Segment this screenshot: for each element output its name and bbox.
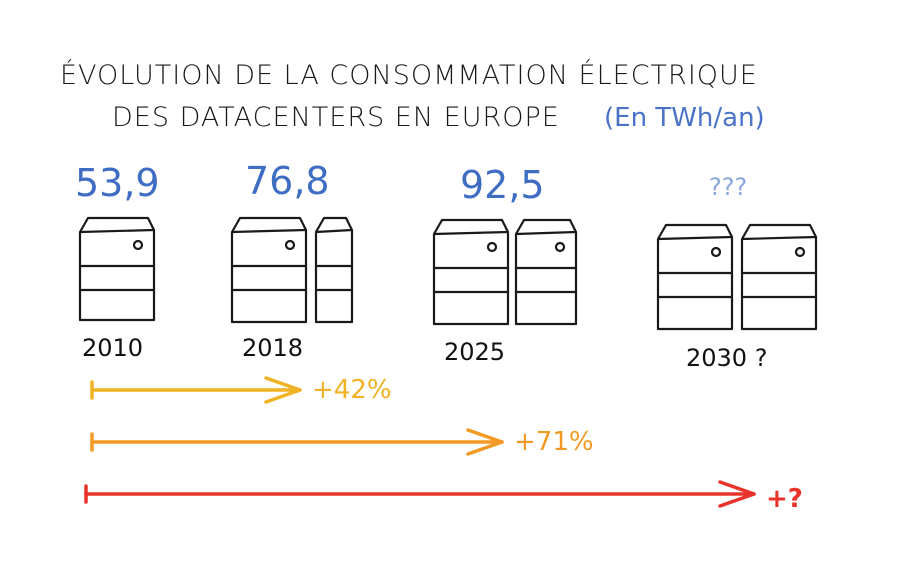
value-label-2010: 53,9	[75, 161, 160, 205]
growth-arrow-3: +?	[84, 480, 803, 514]
growth-arrow-2: +71%	[90, 427, 594, 457]
growth-arrow-1: +42%	[90, 375, 392, 405]
server-2018-b-icon	[314, 216, 354, 324]
year-label-2030: 2030 ?	[686, 344, 767, 372]
server-2025-a-icon	[432, 218, 510, 326]
chart-title-line1: ÉVOLUTION DE LA CONSOMMATION ÉLECTRIQUE	[60, 59, 758, 91]
growth-label: +71%	[514, 427, 594, 457]
value-label-2025: 92,5	[460, 163, 545, 207]
year-label-2010: 2010	[82, 334, 143, 362]
year-label-2025: 2025	[444, 338, 505, 366]
server-2030-b-icon	[740, 223, 818, 331]
value-label-2030: ???	[709, 173, 747, 201]
chart-title-line2: DES DATACENTERS EN EUROPE	[112, 102, 560, 133]
arrow-head	[718, 480, 756, 508]
value-label-2018: 76,8	[245, 159, 330, 203]
server-icons-group	[78, 216, 818, 331]
server-2018-a-icon	[230, 216, 308, 324]
growth-arrows-group: +42% +71% +?	[84, 375, 803, 514]
year-label-2018: 2018	[242, 334, 303, 362]
server-2030-a-icon	[656, 223, 734, 331]
growth-label: +?	[766, 484, 803, 514]
growth-label: +42%	[312, 375, 392, 405]
unit-label: (En TWh/an)	[604, 103, 765, 133]
arrow-head	[466, 428, 504, 456]
arrow-head	[264, 376, 302, 404]
server-2010-icon	[78, 216, 156, 322]
server-2025-b-icon	[514, 218, 578, 326]
